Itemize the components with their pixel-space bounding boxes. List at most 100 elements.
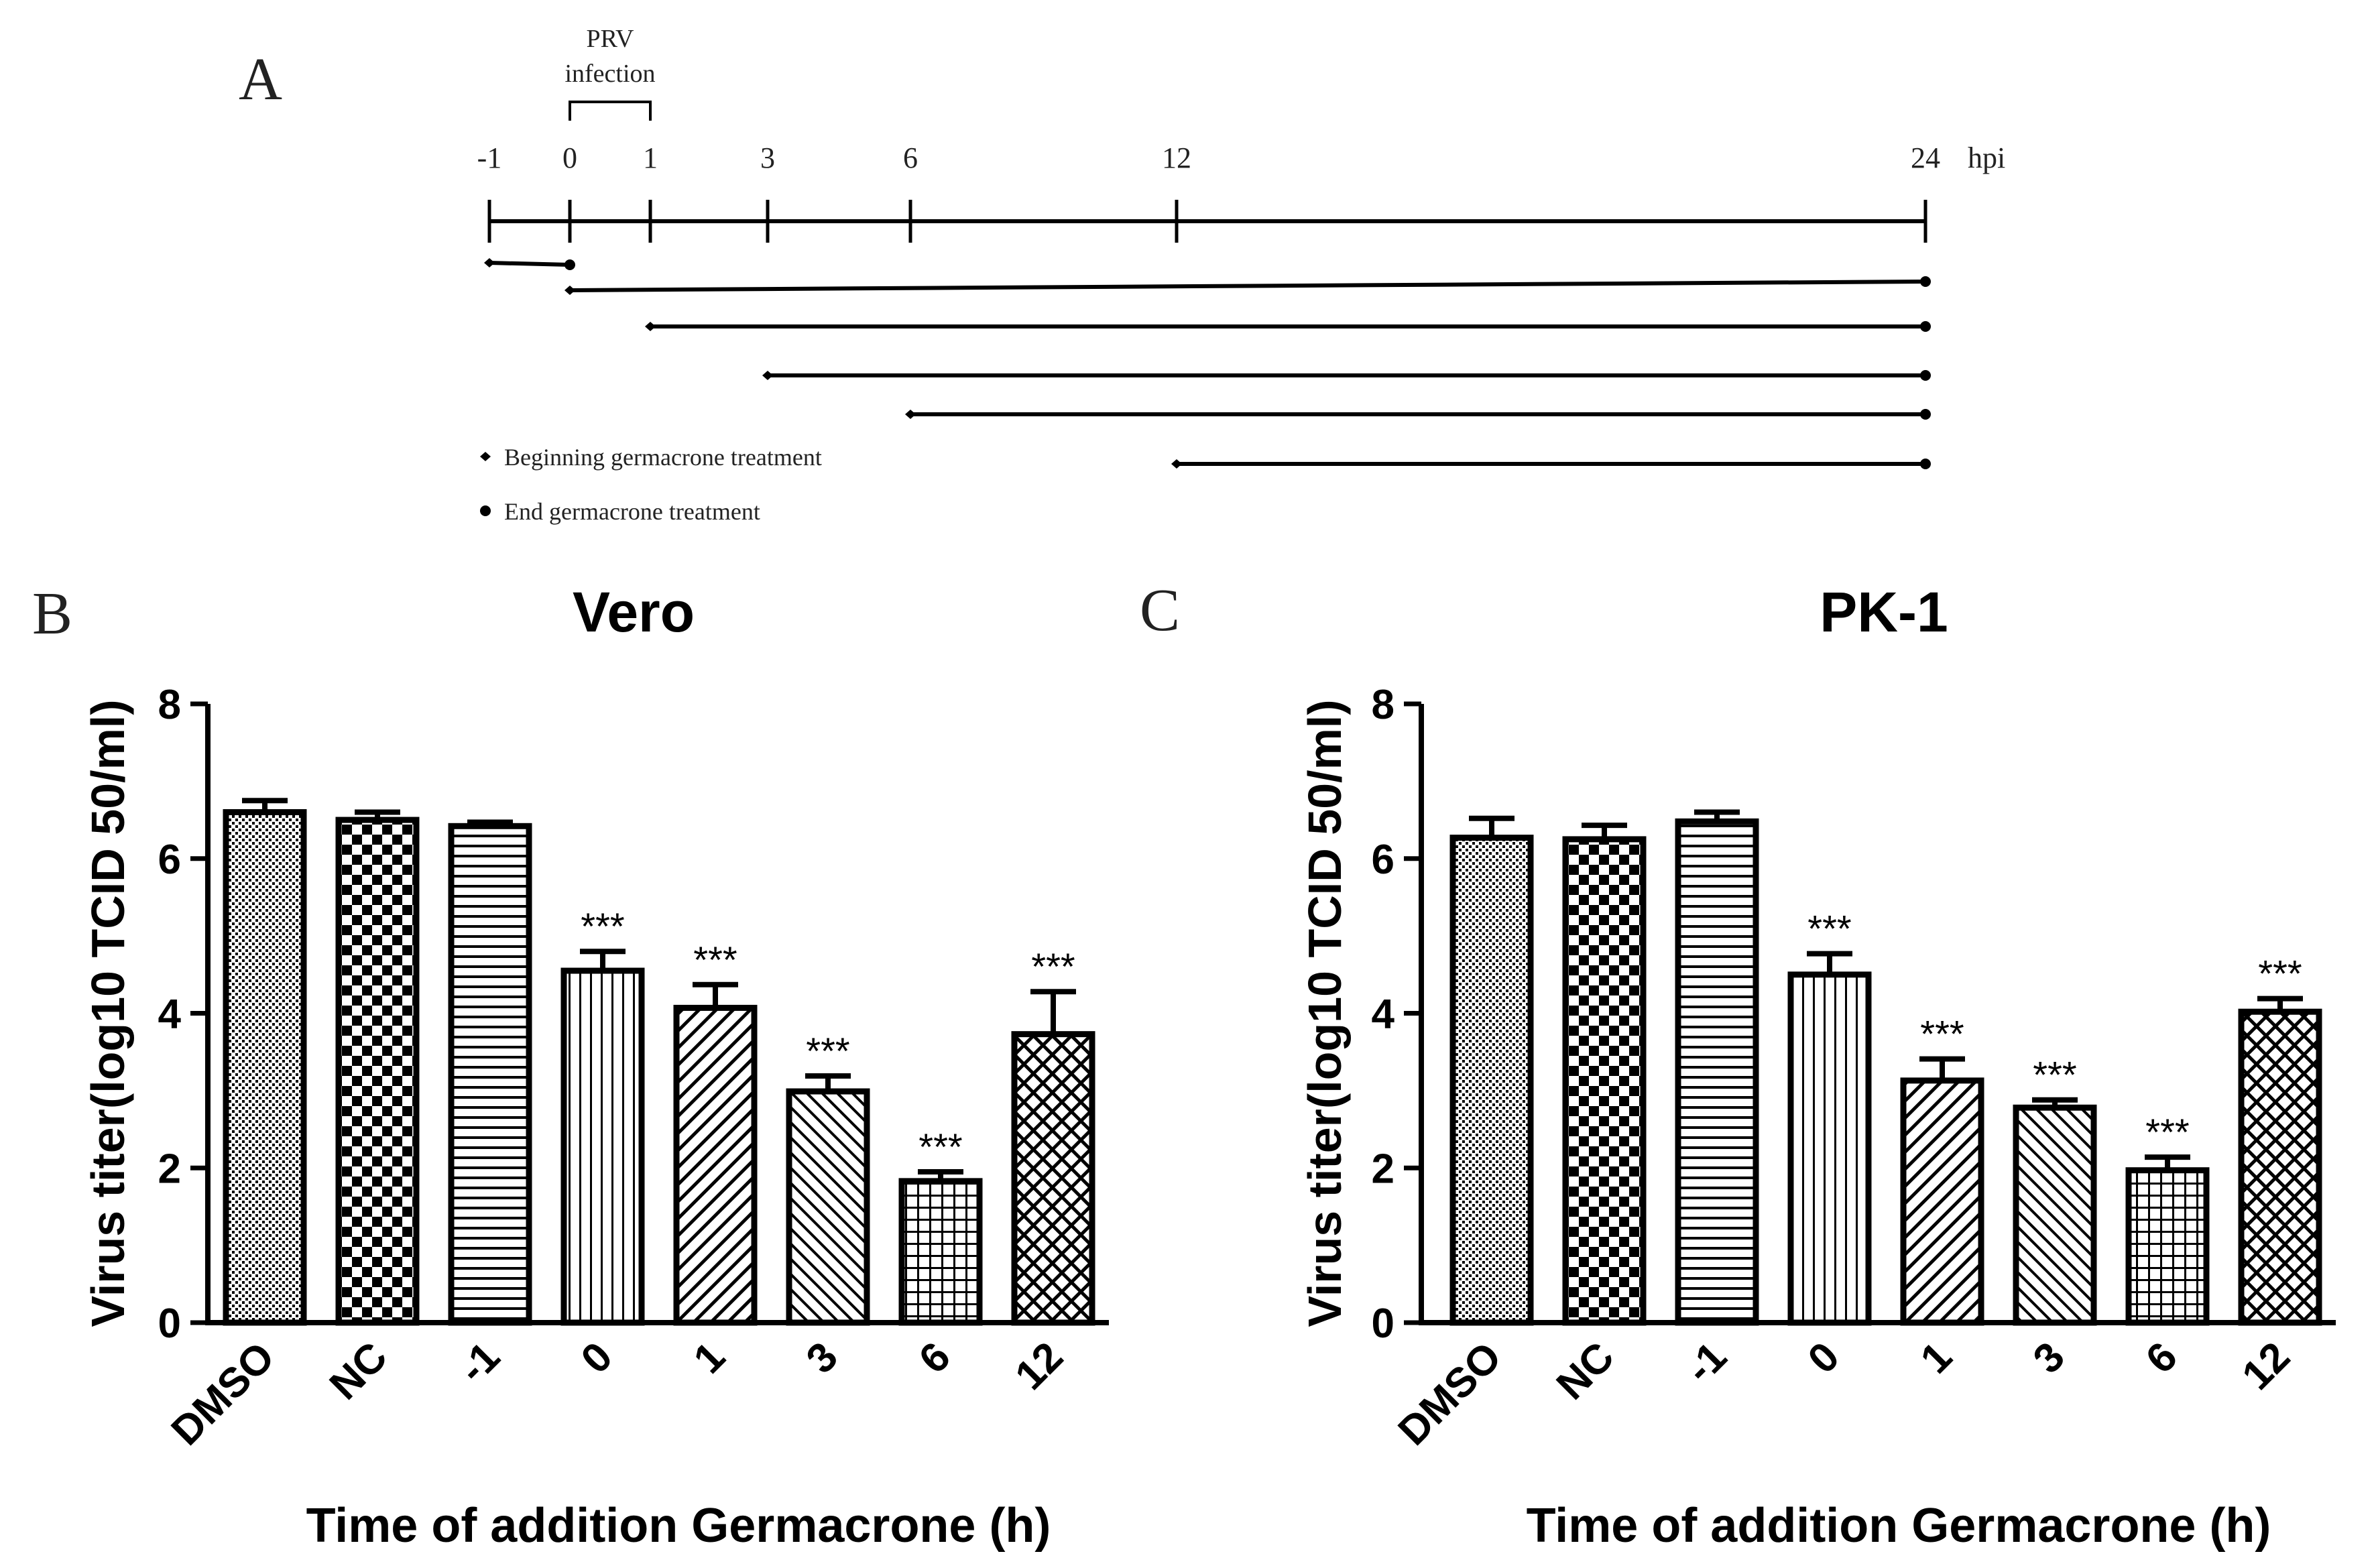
- panel-label-a: A: [239, 46, 282, 113]
- x-tick-label: 0: [573, 1333, 621, 1382]
- chart-vero: Vero 0 2 4 6 8 Virus titer(log10 TCID 50/ml) Ti…: [82, 581, 1109, 1553]
- significance-label: ***: [806, 1030, 849, 1072]
- bar-group: *** 6: [898, 1126, 983, 1382]
- chart-title: PK-1: [1820, 581, 1948, 644]
- end-marker: [1920, 459, 1931, 469]
- bar-group: *** 0: [560, 905, 645, 1382]
- significance-label: ***: [918, 1126, 962, 1168]
- timeline-tick-label: 24: [1911, 141, 1940, 174]
- bar-group: *** 6: [2125, 1111, 2210, 1382]
- bar-group: *** 12: [1006, 945, 1095, 1399]
- x-axis-label: Time of addition Germacrone (h): [1527, 1499, 2271, 1553]
- bar-group: NC: [321, 809, 420, 1408]
- bar: [560, 967, 645, 1326]
- treatment-line: [565, 276, 1931, 295]
- x-tick-label: 12: [1006, 1333, 1072, 1399]
- chart-pk1: PK-1 0 2 4 6 8 Virus titer(log10 TCID 50/ml) Ti…: [1299, 581, 2336, 1553]
- bar: [1787, 971, 1872, 1326]
- bar: [673, 1004, 758, 1326]
- significance-label: ***: [2033, 1054, 2076, 1096]
- bar-group: DMSO: [1390, 815, 1534, 1454]
- treatment-line: [484, 258, 575, 270]
- treatment-line: [905, 409, 1931, 420]
- legend-begin-label: Beginning germacrone treatment: [504, 444, 822, 471]
- x-tick-label: 0: [1799, 1333, 1848, 1382]
- timeline-tick-label: 12: [1162, 141, 1191, 174]
- end-marker: [1920, 409, 1931, 420]
- legend-end-marker: [480, 505, 491, 516]
- x-tick-label: 3: [798, 1333, 847, 1382]
- bar-group: -1: [448, 819, 532, 1392]
- infection-label: infection: [565, 60, 655, 88]
- x-tick-label: DMSO: [1390, 1333, 1510, 1454]
- significance-label: ***: [1807, 908, 1851, 950]
- significance-label: ***: [1031, 945, 1075, 987]
- significance-label: ***: [2145, 1111, 2189, 1153]
- timeline-tick-label: -1: [477, 141, 502, 174]
- y-tick-label: 0: [158, 1301, 181, 1347]
- timeline-unit: hpi: [1968, 141, 2005, 174]
- bar: [1562, 836, 1647, 1326]
- y-tick-label: 6: [158, 837, 181, 883]
- bar: [2125, 1167, 2210, 1326]
- panel-label-b: B: [32, 581, 72, 647]
- bar-group: DMSO: [163, 798, 307, 1454]
- infection-bracket: [569, 101, 652, 121]
- end-marker: [1920, 321, 1931, 332]
- x-tick-label: DMSO: [163, 1333, 284, 1454]
- bar: [786, 1088, 870, 1326]
- significance-label: ***: [2258, 953, 2302, 995]
- bar: [223, 809, 307, 1326]
- bar-group: *** 3: [2013, 1054, 2097, 1382]
- x-tick-label: 3: [2025, 1333, 2074, 1382]
- bar-group: -1: [1675, 809, 1759, 1392]
- bar: [1011, 1031, 1095, 1326]
- y-tick-label: 4: [158, 991, 182, 1038]
- bar: [1449, 835, 1534, 1326]
- x-axis-label: Time of addition Germacrone (h): [306, 1499, 1051, 1553]
- y-axis-label: Virus titer(log10 TCID 50/ml): [1299, 699, 1351, 1327]
- bar: [335, 817, 420, 1326]
- x-tick-label: 6: [910, 1333, 959, 1382]
- y-axis-label: Virus titer(log10 TCID 50/ml): [82, 699, 134, 1327]
- x-tick-label: NC: [321, 1333, 396, 1408]
- treatment-timeline: -1 0 1 3 6 12 24 hpi PRV infection Beginning germa…: [477, 25, 2006, 525]
- x-tick-label: 1: [685, 1333, 734, 1382]
- begin-marker: [1171, 459, 1182, 469]
- timeline-tick-label: 0: [562, 141, 577, 174]
- legend-end-label: End germacrone treatment: [504, 498, 760, 525]
- timeline-tick-label: 1: [643, 141, 658, 174]
- bar-group: *** 1: [1900, 1013, 1984, 1382]
- y-tick-label: 8: [158, 682, 181, 728]
- panel-label-c: C: [1140, 577, 1180, 644]
- y-tick-label: 8: [1372, 682, 1394, 728]
- treatment-line: [762, 370, 1931, 381]
- x-tick-label: 12: [2233, 1333, 2299, 1399]
- end-marker: [565, 259, 575, 270]
- begin-marker: [762, 371, 773, 380]
- end-marker: [1920, 370, 1931, 381]
- significance-label: ***: [693, 939, 737, 981]
- bar: [2013, 1104, 2097, 1326]
- chart-title: Vero: [573, 581, 695, 644]
- y-tick-label: 6: [1372, 837, 1394, 883]
- begin-marker: [645, 322, 656, 331]
- significance-label: ***: [1920, 1013, 1964, 1055]
- y-tick-label: 4: [1372, 991, 1395, 1038]
- bar: [448, 823, 532, 1326]
- bar-group: *** 1: [673, 939, 758, 1382]
- x-tick-label: -1: [450, 1333, 509, 1392]
- begin-marker: [565, 286, 575, 295]
- y-tick-label: 2: [158, 1146, 181, 1192]
- significance-label: ***: [581, 905, 624, 947]
- timeline-tick-label: 3: [760, 141, 775, 174]
- begin-marker: [905, 410, 916, 419]
- bar: [898, 1178, 983, 1326]
- timeline-tick-label: 6: [903, 141, 918, 174]
- x-tick-label: 6: [2137, 1333, 2186, 1382]
- bar-group: *** 12: [2233, 953, 2322, 1399]
- treatment-line: [1171, 459, 1931, 469]
- legend-begin-marker: [480, 452, 491, 461]
- bar: [1675, 818, 1759, 1326]
